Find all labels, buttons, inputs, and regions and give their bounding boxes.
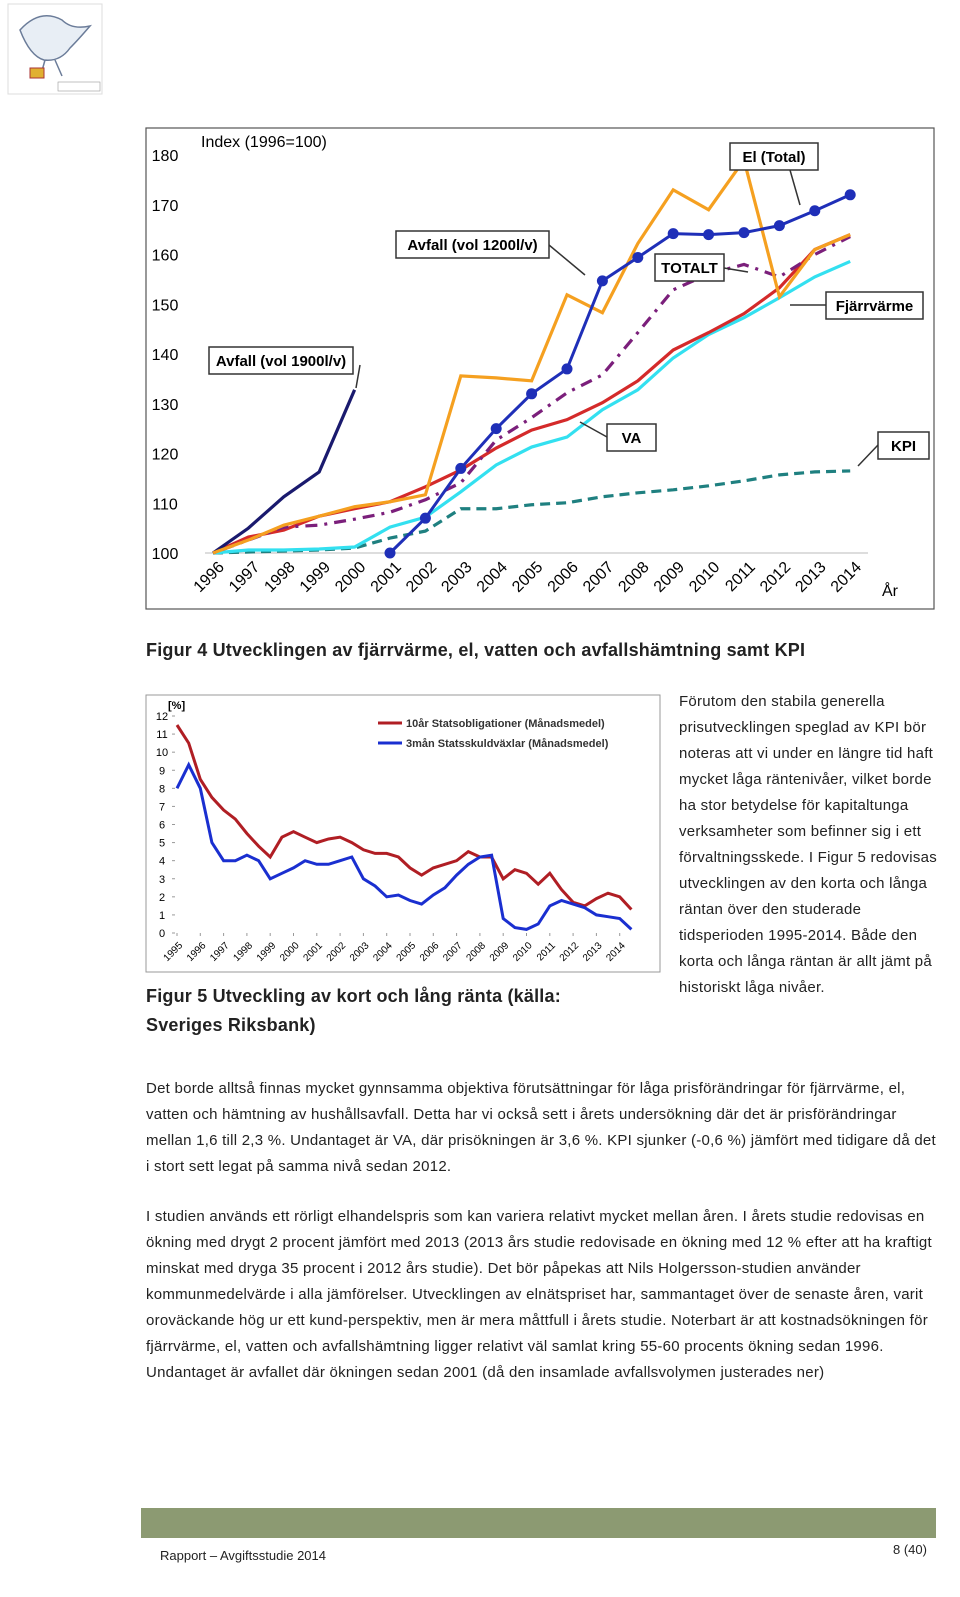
series-dot [703, 229, 715, 241]
series-label: VA [622, 430, 642, 447]
series-dot [526, 388, 538, 400]
y-tick-label: 120 [152, 447, 179, 464]
label-box [825, 291, 924, 320]
series-dot [561, 363, 573, 375]
y-axis-title: Index (1996=100) [201, 134, 327, 151]
y-tick-label: 150 [152, 297, 179, 314]
logo-tag [57, 81, 101, 92]
y-tick-label: 0 [159, 928, 165, 940]
series-line [175, 724, 633, 911]
x-axis-title: År [882, 581, 899, 600]
footer-report: Rapport – Avgiftsstudie 2014 [160, 1548, 326, 1563]
legend-label: 3mån Statsskuldväxlar (Månadsmedel) [406, 738, 609, 750]
y-tick-label: 3 [159, 874, 165, 886]
footer-page: 8 (40) [893, 1542, 927, 1557]
label-leader [579, 421, 608, 438]
series-line [212, 469, 851, 555]
series-line [212, 259, 851, 555]
label-box [654, 253, 725, 282]
series-line [175, 761, 633, 931]
y-tick-label: 130 [152, 397, 179, 414]
y-tick-label: 2 [159, 892, 165, 904]
y-tick-label: 8 [159, 783, 165, 795]
label-box [606, 423, 657, 452]
label-box [729, 142, 819, 171]
figure5-caption: Figur 5 Utveckling av kort och lång ränt… [146, 986, 561, 1035]
series-label: TOTALT [661, 260, 718, 277]
y-tick-label: 11 [156, 729, 167, 741]
label-leader [723, 267, 749, 273]
series-label: KPI [891, 438, 916, 455]
y-tick-label: 100 [152, 546, 179, 563]
series-dot [419, 512, 431, 524]
footer-bar [141, 1508, 936, 1538]
y-tick-label: 1 [159, 910, 165, 922]
y-tick-label: 170 [152, 198, 179, 215]
series-line [388, 193, 851, 555]
label-leader [789, 169, 801, 206]
y-tick-label: 5 [159, 838, 165, 850]
legend-label: 10år Statsobligationer (Månadsmedel) [406, 718, 605, 730]
series-dot [844, 189, 856, 201]
y-tick-label: 180 [152, 148, 179, 165]
y-tick-label: 7 [159, 801, 165, 813]
label-box [208, 346, 354, 375]
label-box [395, 230, 550, 259]
series-dot [490, 423, 502, 435]
side-text: Förutom den stabila generella prisutveck… [679, 693, 937, 996]
label-leader [548, 244, 586, 276]
series-dot [455, 462, 467, 474]
logo-bird [19, 15, 93, 61]
series-label: Avfall (vol 1900l/v) [216, 353, 346, 370]
series-dot [384, 547, 396, 559]
y-tick-label: 6 [159, 820, 165, 832]
y-tick-label: 9 [159, 765, 165, 777]
y-tick-label: 12 [156, 711, 168, 723]
y-tick-label: 140 [152, 347, 179, 364]
logo [7, 3, 103, 95]
series-dot [667, 228, 679, 240]
series-label: Avfall (vol 1200l/v) [407, 237, 537, 254]
label-box [877, 431, 930, 460]
series-dot [773, 220, 785, 232]
series-dot [596, 275, 608, 287]
series-line [212, 389, 357, 555]
series-dot [738, 227, 750, 239]
series-line [212, 235, 851, 555]
series-dot [632, 251, 644, 263]
series-label: El (Total) [742, 149, 805, 166]
y-tick-label: 160 [152, 248, 179, 265]
series-dot [809, 205, 821, 217]
y-axis-title: [%] [168, 700, 185, 712]
label-leader [355, 364, 361, 389]
logo-bag [29, 67, 45, 79]
y-tick-label: 10 [156, 747, 168, 759]
figure4-caption: Figur 4 Utvecklingen av fjärrvärme, el, … [146, 640, 806, 660]
series-label: Fjärrvärme [836, 298, 914, 315]
y-tick-label: 4 [159, 856, 165, 868]
figure5-frame [145, 694, 661, 973]
label-leader [857, 444, 879, 467]
paragraph: I studien används ett rörligt elhandelsp… [146, 1208, 932, 1381]
y-tick-label: 110 [152, 496, 178, 513]
paragraph: Det borde alltså finnas mycket gynnsamma… [146, 1080, 936, 1175]
